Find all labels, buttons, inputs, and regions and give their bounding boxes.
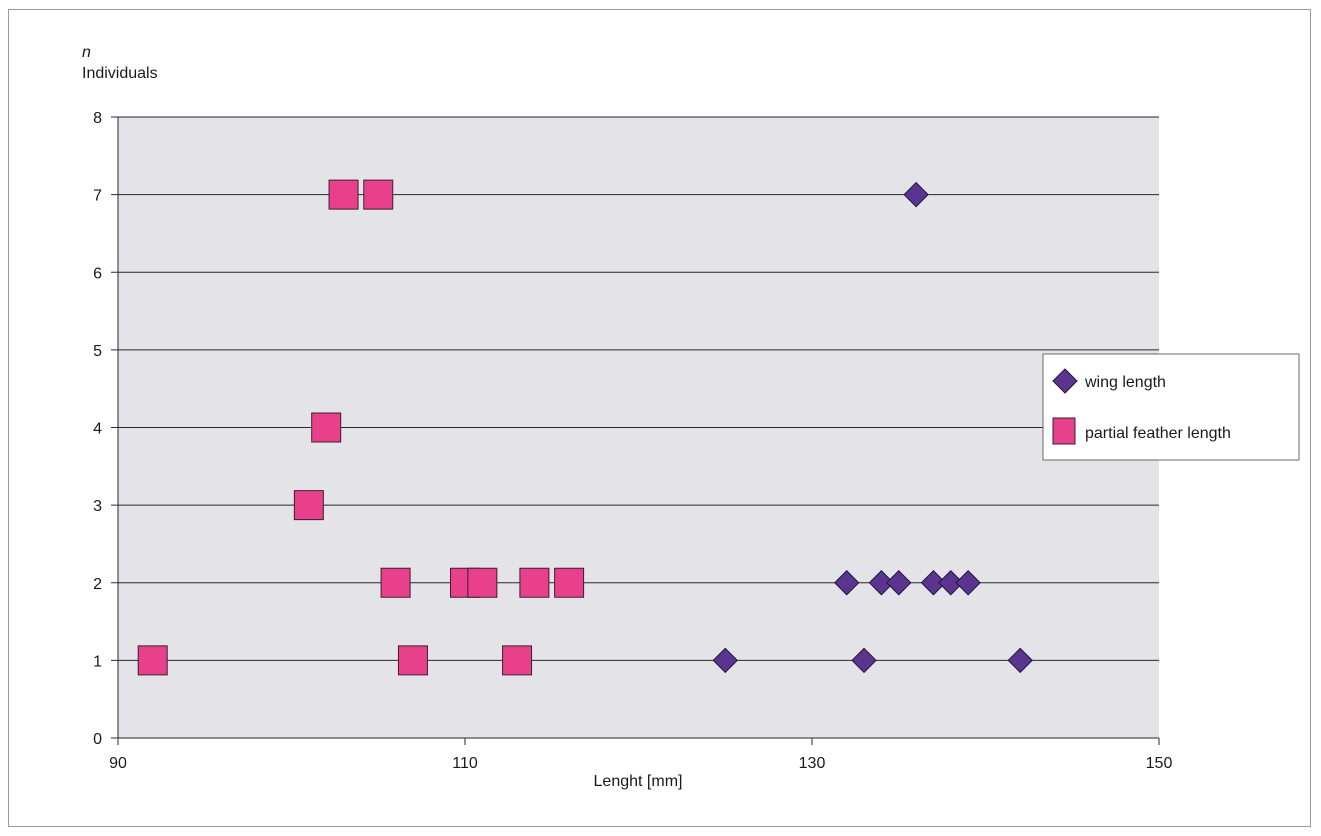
- y-tick-label: 4: [93, 421, 102, 438]
- wing-length-point: [938, 570, 964, 596]
- y-tick-label: 2: [93, 576, 102, 593]
- partial-feather-point: [397, 645, 428, 676]
- y-tick-label: 6: [93, 265, 102, 282]
- partial-feather-point: [519, 567, 550, 598]
- x-tick-label: 90: [109, 755, 127, 772]
- wing-length-point: [920, 570, 947, 596]
- wing-length-point: [903, 181, 929, 208]
- wing-length-point: [886, 570, 912, 596]
- y-tick-label: 8: [93, 110, 102, 127]
- partial-feather-point: [467, 567, 498, 598]
- y-axis-symbol: n: [82, 44, 91, 61]
- partial-feather-point: [380, 567, 411, 598]
- y-axis-title: Individuals: [82, 65, 158, 82]
- partial-feather-point: [137, 645, 168, 676]
- y-tick-label: 0: [93, 731, 102, 748]
- partial-feather-point: [363, 179, 394, 210]
- wing-length-point: [955, 570, 981, 596]
- partial-feather-point: [328, 179, 359, 210]
- legend-box: [1042, 353, 1300, 461]
- grid-lines: [118, 116, 1159, 661]
- legend-label: partial feather length: [1085, 425, 1231, 442]
- x-tick-label: 110: [452, 755, 478, 772]
- y-tick-label: 3: [93, 498, 102, 515]
- partial-feather-point: [293, 490, 324, 521]
- partial-feather-point: [554, 567, 585, 598]
- wing-length-point: [833, 570, 860, 596]
- axes: 0 1 2 3 4 5 6 7 8 90 110 130 150: [93, 110, 1172, 772]
- wing-length-point: [712, 647, 738, 674]
- legend-marker-diamond: [1052, 368, 1078, 394]
- y-tick-label: 5: [93, 343, 102, 360]
- partial-feather-point: [311, 412, 342, 443]
- wing-length-point: [868, 570, 895, 596]
- legend: wing length partial feather length: [1042, 353, 1300, 461]
- x-axis-title: Lenght [mm]: [594, 773, 683, 790]
- x-tick-label: 130: [799, 755, 826, 772]
- data-marks: [137, 179, 1033, 676]
- y-tick-label: 7: [93, 188, 102, 205]
- wing-length-point: [1007, 647, 1033, 674]
- y-tick-label: 1: [93, 653, 102, 670]
- wing-length-point: [851, 647, 877, 674]
- legend-label: wing length: [1084, 374, 1166, 391]
- partial-feather-point: [502, 645, 533, 676]
- legend-marker-square: [1052, 417, 1076, 445]
- x-tick-label: 150: [1146, 755, 1173, 772]
